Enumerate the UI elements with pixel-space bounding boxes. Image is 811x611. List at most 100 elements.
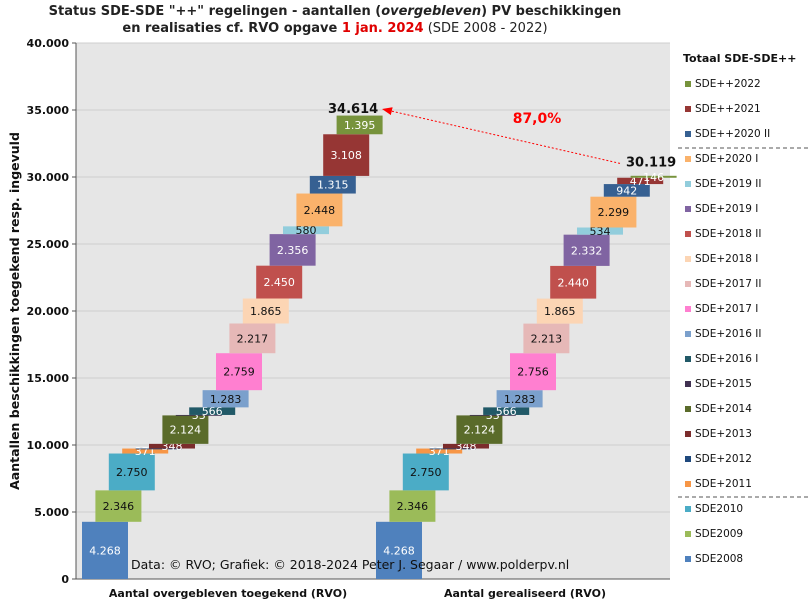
legend-swatch [685, 281, 691, 287]
legend-label: SDE+2011 [695, 478, 752, 490]
bar-segment [496, 390, 543, 408]
data-label: 2.299 [598, 206, 630, 219]
legend-label: SDE++2020 II [695, 128, 771, 140]
legend-item: SDE++2021 [685, 103, 761, 115]
legend-label: SDE+2012 [695, 453, 752, 465]
y-tick-label: 40.000 [27, 37, 70, 50]
data-label: 1.283 [504, 393, 536, 406]
data-label: 2.448 [304, 204, 336, 217]
legend-label: SDE2008 [695, 553, 744, 565]
bar-segment [563, 234, 610, 266]
bar-segment [389, 490, 436, 522]
data-label: 2.756 [517, 366, 549, 379]
legend-label: SDE+2016 II [695, 328, 762, 340]
legend-label: SDE+2016 I [695, 353, 759, 365]
legend-label: SDE2009 [695, 528, 744, 540]
legend-item: SDE2009 [685, 528, 743, 540]
bar-segment [510, 353, 556, 391]
data-label: 1.395 [344, 119, 376, 132]
bar-segment [82, 521, 128, 579]
bar-segment [216, 353, 262, 391]
legend-item: SDE++2022 [685, 78, 761, 90]
x-category-label: Aantal gerealiseerd (RVO) [444, 587, 606, 600]
data-label: 2.750 [116, 466, 148, 479]
bar-segment [617, 177, 664, 185]
legend-item: SDE+2011 [685, 478, 752, 490]
bar-segment [376, 521, 422, 579]
total-label: 30.119 [626, 155, 676, 170]
chart-title-line-1: Status SDE-SDE "++" regelingen - aantall… [48, 4, 622, 19]
data-label: 2.124 [464, 424, 496, 437]
bar-segment [429, 448, 476, 450]
legend-swatch [685, 131, 691, 137]
bar-segment [550, 265, 597, 299]
legend-label: SDE+2018 I [695, 253, 759, 265]
bar-segment [443, 443, 489, 449]
legend-swatch [685, 81, 691, 87]
bar-segment [242, 298, 289, 324]
data-label: 1.865 [544, 305, 576, 318]
data-label: 2.213 [531, 332, 563, 345]
legend-swatch [685, 531, 691, 537]
bar-segment [590, 196, 637, 228]
y-tick-label: 35.000 [27, 104, 70, 117]
legend-label: SDE+2017 II [695, 278, 762, 290]
data-label: 2.750 [410, 466, 442, 479]
total-label: 34.614 [328, 102, 378, 117]
legend-item: SDE+2016 I [685, 353, 758, 365]
chart-title-line-2: en realisaties cf. RVO opgave 1 jan. 202… [122, 21, 548, 36]
legend-swatch [685, 206, 691, 212]
bar-segment [95, 490, 142, 522]
data-label: 4.268 [89, 544, 121, 557]
data-label: 534 [590, 225, 611, 238]
legend-label: SDE2010 [695, 503, 744, 515]
legend-title: Totaal SDE-SDE++ [683, 52, 797, 65]
legend-label: SDE+2013 [695, 428, 752, 440]
legend-item: SDE+2012 [685, 453, 752, 465]
data-label: 2.450 [263, 276, 295, 289]
legend-item: SDE++2020 II [685, 128, 770, 140]
legend-swatch [685, 431, 691, 437]
data-label: 2.759 [223, 366, 255, 379]
legend-swatch [685, 381, 691, 387]
bar-segment [283, 226, 329, 235]
data-label: 3.108 [330, 149, 362, 162]
data-label: 566 [496, 405, 517, 418]
legend-swatch [685, 181, 691, 187]
bar-segment [189, 407, 236, 415]
legend-swatch [685, 106, 691, 112]
bar-segment [323, 134, 370, 176]
legend-label: SDE+2019 II [695, 178, 762, 190]
legend-swatch [685, 156, 691, 162]
legend-swatch [685, 356, 691, 362]
legend-swatch [685, 231, 691, 237]
data-label: 471 [630, 175, 651, 188]
ratio-label: 87,0% [513, 111, 562, 127]
data-label: 146 [643, 171, 664, 184]
legend-item: SDE+2017 I [685, 303, 758, 315]
bar-segment [336, 115, 383, 135]
bar-segment [577, 227, 623, 235]
bar-segment [603, 184, 650, 197]
data-label: 4.268 [383, 544, 415, 557]
bar-segment [122, 448, 169, 454]
data-label: 2.346 [103, 500, 135, 513]
y-tick-label: 30.000 [27, 171, 70, 184]
legend-item: SDE+2016 II [685, 328, 761, 340]
bar-segment [269, 234, 316, 266]
bar-segment [256, 265, 303, 299]
bar-segment [149, 443, 195, 449]
legend-label: SDE+2018 II [695, 228, 762, 240]
y-tick-label: 15.000 [27, 372, 70, 385]
legend-swatch [685, 481, 691, 487]
bar-segment [469, 414, 516, 416]
bar-segment [229, 323, 276, 354]
legend-item: SDE+2014 [685, 403, 752, 415]
legend-label: SDE++2021 [695, 103, 761, 115]
data-label: 580 [296, 224, 317, 237]
y-tick-label: 10.000 [27, 439, 70, 452]
data-label: 2.440 [557, 276, 589, 289]
legend-item: SDE+2020 I [685, 153, 758, 165]
bar-segment [162, 415, 209, 444]
